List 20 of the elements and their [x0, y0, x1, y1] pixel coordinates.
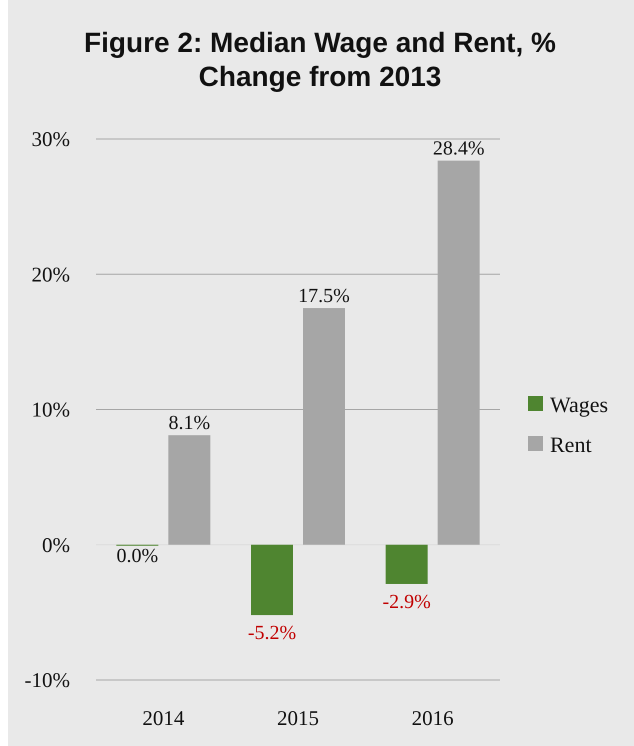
data-label: 28.4% [432, 138, 485, 160]
y-tick-label: 10% [32, 398, 70, 422]
data-label: 8.1% [168, 412, 210, 434]
data-label: 17.5% [298, 285, 350, 308]
bar [386, 544, 428, 584]
data-label: -2.9% [382, 590, 431, 613]
data-label: 0.0% [116, 544, 158, 567]
x-tick-label: 2015 [277, 706, 319, 730]
chart-title: Figure 2: Median Wage and Rent, % Change from 2013 [84, 27, 556, 92]
legend-label: Wages [550, 392, 608, 417]
x-tick-label: 2014 [142, 706, 185, 730]
bar [168, 435, 210, 545]
y-tick-label: 0% [42, 532, 70, 557]
data-label: -5.2% [248, 622, 296, 644]
legend-label: Rent [550, 432, 592, 457]
x-tick-label: 2016 [412, 706, 454, 730]
y-tick-label: 20% [32, 262, 70, 286]
bar [251, 544, 293, 616]
y-tick-label: -10% [24, 668, 70, 692]
y-tick-label: 30% [32, 127, 70, 151]
